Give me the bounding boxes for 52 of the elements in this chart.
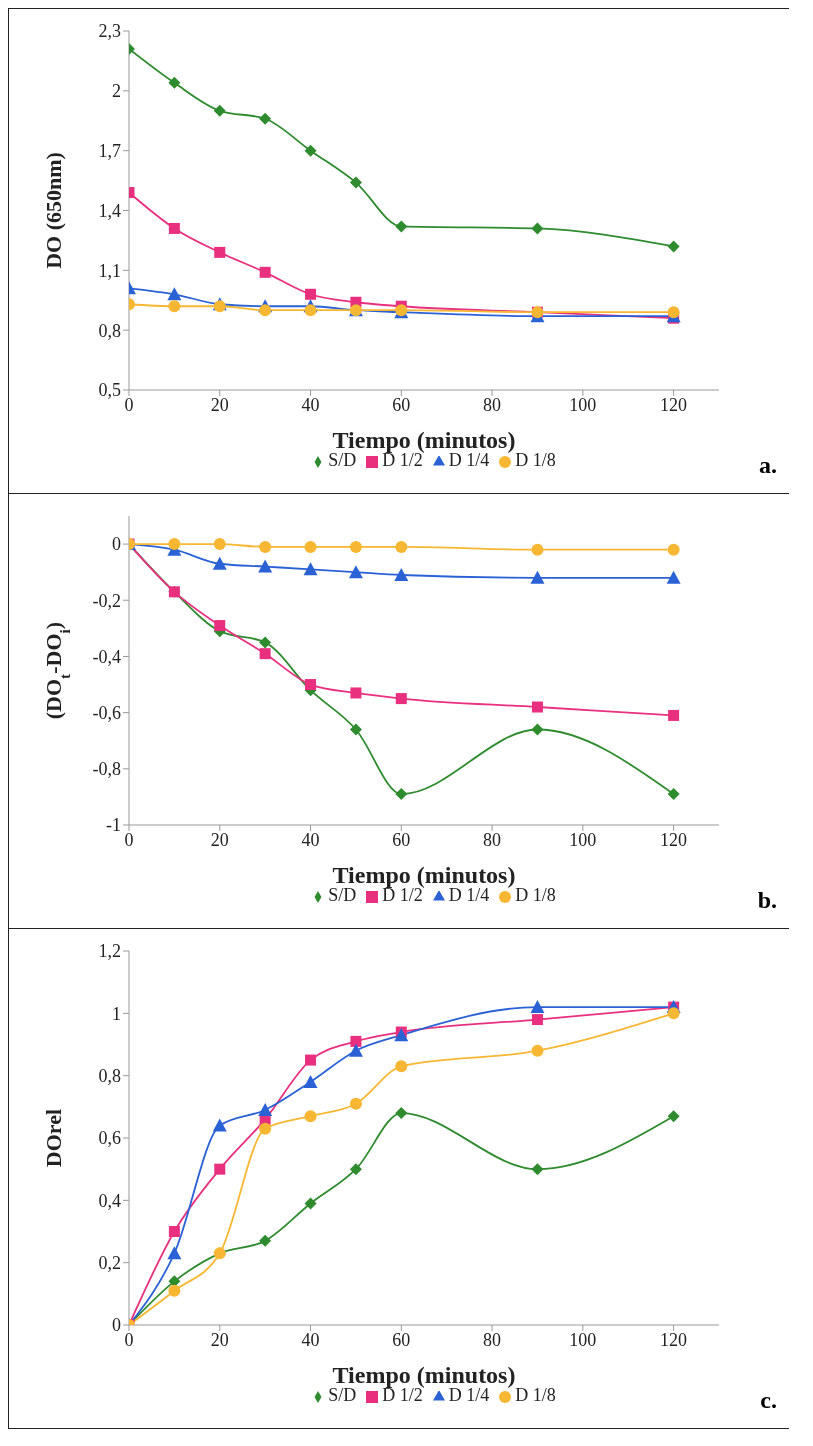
x-tick-label: 40	[301, 394, 320, 415]
x-tick-label: 80	[483, 1329, 502, 1350]
y-tick-label: 0	[112, 534, 121, 555]
text: c.	[760, 1387, 777, 1414]
legend-label: D 1/8	[515, 450, 556, 470]
legend-label: S/D	[328, 450, 357, 470]
y-tick-label: -0,4	[92, 646, 121, 667]
x-tick-label: 120	[660, 829, 688, 850]
x-tick-label: 40	[301, 1329, 320, 1350]
y-tick-label: -1	[106, 815, 121, 836]
legend-label: D 1/4	[448, 450, 490, 470]
text: b.	[757, 887, 777, 914]
y-tick-label: -0,2	[92, 590, 121, 611]
x-tick-label: 20	[210, 829, 229, 850]
y-tick-label: 0,5	[98, 380, 121, 401]
y-tick-label: -0,8	[92, 759, 121, 780]
text: a.	[759, 452, 777, 479]
legend-label: S/D	[328, 1385, 357, 1405]
y-tick-label: 2	[112, 81, 121, 102]
y-tick-label: 0,6	[98, 1128, 121, 1149]
x-tick-label: 20	[210, 394, 229, 415]
x-tick-label: 60	[392, 394, 411, 415]
y-tick-label: 1,7	[98, 141, 121, 162]
x-tick-label: 80	[483, 394, 502, 415]
legend-label: D 1/8	[515, 1385, 556, 1405]
legend-label: D 1/4	[448, 885, 490, 905]
y-axis-title: DOrel	[41, 1108, 66, 1168]
legend-label: D 1/4	[448, 1385, 490, 1405]
y-tick-label: 0,8	[98, 320, 121, 341]
x-tick-label: 20	[210, 1329, 229, 1350]
x-tick-label: 120	[660, 1329, 688, 1350]
x-tick-label: 100	[569, 829, 597, 850]
y-tick-label: 0	[112, 1315, 121, 1336]
y-tick-label: 0,4	[98, 1190, 121, 1211]
x-tick-label: 60	[392, 1329, 411, 1350]
y-tick-label: 1,2	[98, 941, 121, 962]
y-tick-label: 2,3	[98, 21, 121, 42]
x-tick-label: 100	[569, 1329, 597, 1350]
y-tick-label: 0,2	[98, 1253, 121, 1274]
x-tick-label: 80	[483, 829, 502, 850]
y-axis-title: DO (650nm)	[41, 152, 66, 269]
x-tick-label: 60	[392, 829, 411, 850]
x-tick-label: 120	[660, 394, 688, 415]
y-tick-label: -0,6	[92, 703, 121, 724]
y-tick-label: 1,1	[98, 260, 121, 281]
x-tick-label: 40	[301, 829, 320, 850]
y-tick-label: 1	[112, 1003, 121, 1024]
y-tick-label: 1,4	[98, 200, 121, 221]
legend-label: D 1/8	[515, 885, 556, 905]
legend-label: S/D	[328, 885, 357, 905]
y-tick-label: 0,8	[98, 1066, 121, 1087]
x-tick-label: 100	[569, 394, 597, 415]
